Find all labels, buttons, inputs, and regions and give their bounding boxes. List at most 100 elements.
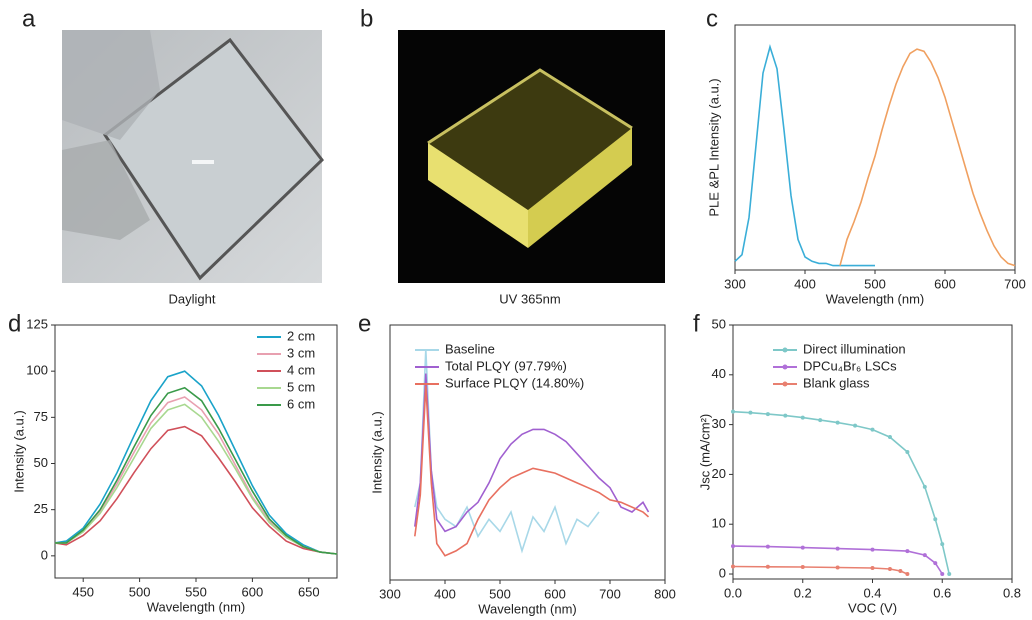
x-axis-label: Wavelength (nm) bbox=[826, 291, 925, 306]
y-tick-label: 10 bbox=[712, 516, 726, 531]
plot-frame bbox=[734, 24, 1016, 271]
series-line bbox=[54, 370, 338, 555]
legend-label: 4 cm bbox=[287, 362, 315, 377]
series-line bbox=[734, 44, 875, 267]
series-line bbox=[55, 403, 338, 555]
point bbox=[887, 435, 892, 440]
x-tick-label: 800 bbox=[654, 586, 676, 601]
point bbox=[731, 564, 735, 569]
y-tick-label: 50 bbox=[34, 455, 48, 470]
point bbox=[765, 412, 770, 417]
series-line bbox=[732, 565, 908, 575]
legend-label: 6 cm bbox=[287, 396, 315, 411]
point bbox=[818, 418, 823, 423]
y-tick-label: 125 bbox=[26, 316, 48, 331]
y-axis-label: Jsc (mA/cm²) bbox=[697, 414, 712, 491]
point bbox=[870, 566, 875, 571]
legend-label: Baseline bbox=[445, 341, 495, 356]
y-tick-label: 75 bbox=[34, 409, 48, 424]
x-axis-label: Wavelength (nm) bbox=[478, 601, 577, 616]
x-tick-label: 0.4 bbox=[863, 585, 881, 600]
point bbox=[905, 572, 910, 577]
x-tick-label: 0.6 bbox=[933, 585, 951, 600]
panel-label: c bbox=[706, 5, 718, 32]
legend-label: Direct illumination bbox=[803, 341, 906, 356]
panel-label: d bbox=[8, 310, 21, 337]
point bbox=[905, 549, 910, 554]
legend-label: Blank glass bbox=[803, 375, 870, 390]
photo-b bbox=[398, 30, 665, 283]
panel-label: b bbox=[360, 5, 373, 32]
point bbox=[835, 546, 840, 551]
x-tick-label: 600 bbox=[934, 276, 956, 291]
x-tick-label: 500 bbox=[489, 586, 511, 601]
legend-label: DPCu₄Br₆ LSCs bbox=[803, 358, 897, 373]
x-tick-label: 700 bbox=[1004, 276, 1026, 291]
series-line bbox=[54, 425, 338, 555]
y-tick-label: 30 bbox=[712, 416, 726, 431]
x-tick-label: 500 bbox=[864, 276, 886, 291]
series-line bbox=[839, 48, 1016, 267]
x-tick-label: 300 bbox=[379, 586, 401, 601]
x-tick-label: 450 bbox=[72, 584, 94, 599]
x-axis-label: VOC (V) bbox=[848, 600, 897, 615]
series-line bbox=[55, 396, 338, 555]
y-axis-label: PLE &PL Intensity (a.u.) bbox=[706, 78, 721, 216]
point bbox=[905, 450, 910, 454]
series-line bbox=[414, 373, 650, 533]
point bbox=[933, 561, 938, 566]
x-tick-label: 400 bbox=[794, 276, 816, 291]
y-tick-label: 0 bbox=[719, 565, 726, 580]
series-line bbox=[414, 385, 650, 557]
point bbox=[748, 410, 753, 415]
legend-label: Total PLQY (97.79%) bbox=[445, 358, 567, 373]
x-tick-label: 600 bbox=[544, 586, 566, 601]
point bbox=[947, 572, 952, 577]
photo-caption: UV 365nm bbox=[499, 291, 560, 306]
y-axis-label: Intensity (a.u.) bbox=[369, 411, 384, 493]
point bbox=[731, 409, 735, 414]
legend-marker bbox=[782, 381, 788, 387]
point bbox=[765, 564, 770, 569]
x-tick-label: 300 bbox=[724, 276, 746, 291]
x-tick-label: 550 bbox=[185, 584, 207, 599]
point bbox=[800, 415, 805, 420]
y-tick-label: 100 bbox=[26, 363, 48, 378]
x-tick-label: 500 bbox=[129, 584, 151, 599]
point bbox=[933, 517, 938, 522]
panel-label: a bbox=[22, 5, 36, 32]
x-axis-label: Wavelength (nm) bbox=[147, 599, 246, 614]
legend-label: 3 cm bbox=[287, 345, 315, 360]
panel-label: f bbox=[693, 310, 700, 337]
point bbox=[731, 544, 735, 549]
x-tick-label: 650 bbox=[298, 584, 320, 599]
panel-label: e bbox=[358, 310, 371, 337]
legend-marker bbox=[782, 364, 788, 370]
point bbox=[887, 567, 892, 572]
x-tick-label: 0.2 bbox=[794, 585, 812, 600]
y-tick-label: 0 bbox=[41, 547, 48, 562]
legend-label: Surface PLQY (14.80%) bbox=[445, 375, 584, 390]
point bbox=[870, 547, 875, 552]
legend-marker bbox=[782, 347, 788, 353]
legend-label: 5 cm bbox=[287, 379, 315, 394]
point bbox=[783, 413, 788, 418]
y-tick-label: 40 bbox=[712, 366, 726, 381]
x-tick-label: 0.8 bbox=[1003, 585, 1021, 600]
point bbox=[835, 565, 840, 570]
point bbox=[853, 423, 858, 428]
photo-a bbox=[62, 30, 325, 283]
point bbox=[922, 484, 927, 489]
point bbox=[940, 572, 945, 577]
y-axis-label: Intensity (a.u.) bbox=[11, 410, 26, 492]
y-tick-label: 50 bbox=[712, 316, 726, 331]
legend-label: 2 cm bbox=[287, 328, 315, 343]
y-tick-label: 20 bbox=[712, 466, 726, 481]
photo-caption: Daylight bbox=[169, 291, 216, 306]
point bbox=[765, 544, 770, 549]
point bbox=[800, 565, 805, 570]
point bbox=[940, 542, 945, 547]
point bbox=[835, 420, 840, 425]
point bbox=[800, 545, 805, 550]
